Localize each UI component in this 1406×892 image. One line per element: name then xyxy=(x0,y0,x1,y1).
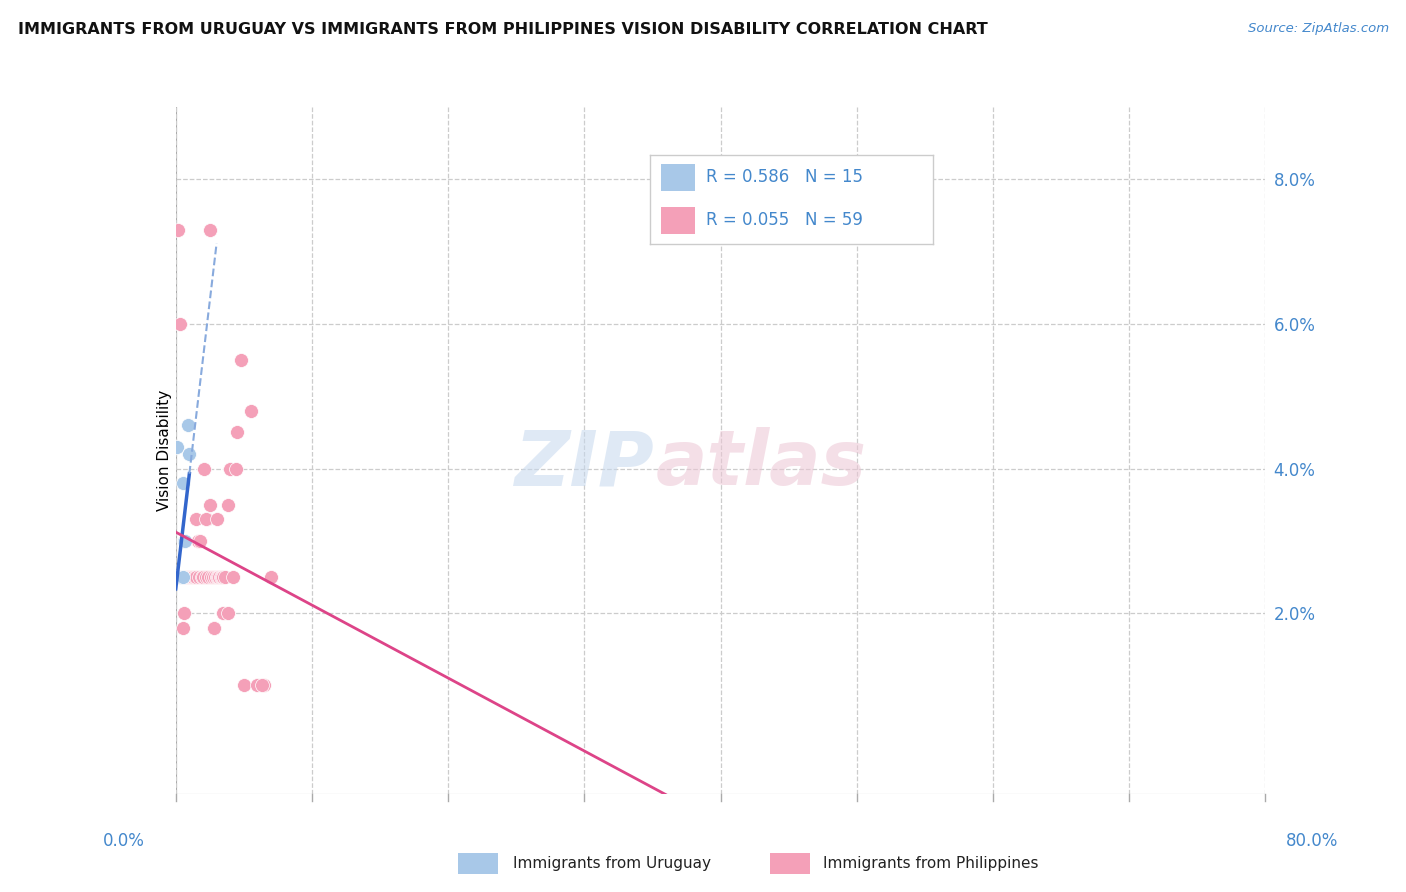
Point xyxy=(250,678,273,692)
Point xyxy=(214,570,236,584)
Point xyxy=(172,621,194,635)
Point xyxy=(208,570,231,584)
Text: R = 0.055   N = 59: R = 0.055 N = 59 xyxy=(706,211,863,229)
Point xyxy=(198,498,221,512)
Point xyxy=(179,447,201,461)
Point xyxy=(187,570,209,584)
Point xyxy=(195,512,218,526)
Point xyxy=(190,570,212,584)
Point xyxy=(193,461,215,475)
Point xyxy=(232,678,254,692)
Point xyxy=(176,570,198,584)
Point xyxy=(167,223,190,237)
Point xyxy=(173,606,195,620)
Point xyxy=(217,498,239,512)
Text: atlas: atlas xyxy=(655,427,866,501)
Point xyxy=(181,570,204,584)
Text: R = 0.586   N = 15: R = 0.586 N = 15 xyxy=(706,168,863,186)
Point xyxy=(200,570,222,584)
Text: Source: ZipAtlas.com: Source: ZipAtlas.com xyxy=(1249,22,1389,36)
Point xyxy=(226,425,249,440)
Point xyxy=(172,570,194,584)
Point xyxy=(202,621,225,635)
Point xyxy=(197,570,219,584)
Point xyxy=(212,606,235,620)
Point xyxy=(184,570,207,584)
Point xyxy=(222,570,245,584)
Point xyxy=(169,570,191,584)
Point xyxy=(239,403,262,417)
Text: ZIP: ZIP xyxy=(516,427,655,501)
Point xyxy=(170,570,193,584)
Point xyxy=(231,353,253,368)
Bar xyxy=(661,164,695,191)
Point xyxy=(176,570,198,584)
Point xyxy=(173,533,195,548)
Text: Immigrants from Philippines: Immigrants from Philippines xyxy=(823,856,1038,871)
Point xyxy=(167,570,190,584)
Text: Immigrants from Uruguay: Immigrants from Uruguay xyxy=(513,856,711,871)
Point xyxy=(183,570,205,584)
Point xyxy=(169,570,191,584)
Point xyxy=(253,678,276,692)
Point xyxy=(198,223,221,237)
Point xyxy=(179,570,201,584)
Point xyxy=(177,570,200,584)
Y-axis label: Vision Disability: Vision Disability xyxy=(157,390,172,511)
Point xyxy=(180,570,202,584)
Point xyxy=(169,570,191,584)
Point xyxy=(201,570,224,584)
Point xyxy=(209,570,232,584)
Text: IMMIGRANTS FROM URUGUAY VS IMMIGRANTS FROM PHILIPPINES VISION DISABILITY CORRELA: IMMIGRANTS FROM URUGUAY VS IMMIGRANTS FR… xyxy=(18,22,988,37)
Point xyxy=(202,621,225,635)
Point xyxy=(166,570,188,584)
Point xyxy=(166,570,188,584)
Point xyxy=(170,570,193,584)
Point xyxy=(217,606,239,620)
Point xyxy=(186,570,208,584)
Point xyxy=(170,570,193,584)
Point xyxy=(177,418,200,433)
Point xyxy=(205,512,228,526)
Text: 0.0%: 0.0% xyxy=(103,832,145,850)
Point xyxy=(174,570,197,584)
Bar xyxy=(661,207,695,234)
Point xyxy=(188,533,211,548)
Point xyxy=(204,570,226,584)
Point xyxy=(205,570,228,584)
Point xyxy=(167,570,190,584)
Point xyxy=(260,570,283,584)
Point xyxy=(172,475,194,490)
Point xyxy=(225,461,247,475)
Point xyxy=(169,317,191,331)
Point xyxy=(166,440,188,454)
Point xyxy=(211,570,233,584)
Point xyxy=(167,570,190,584)
Point xyxy=(246,678,269,692)
Point xyxy=(172,570,194,584)
Point xyxy=(194,570,217,584)
Point xyxy=(169,570,191,584)
Point xyxy=(174,533,197,548)
Point xyxy=(207,570,229,584)
Point xyxy=(194,512,217,526)
Point xyxy=(212,570,235,584)
Text: 80.0%: 80.0% xyxy=(1286,832,1339,850)
Point xyxy=(191,570,214,584)
Point xyxy=(186,512,208,526)
Point xyxy=(186,533,209,548)
Point xyxy=(219,461,242,475)
